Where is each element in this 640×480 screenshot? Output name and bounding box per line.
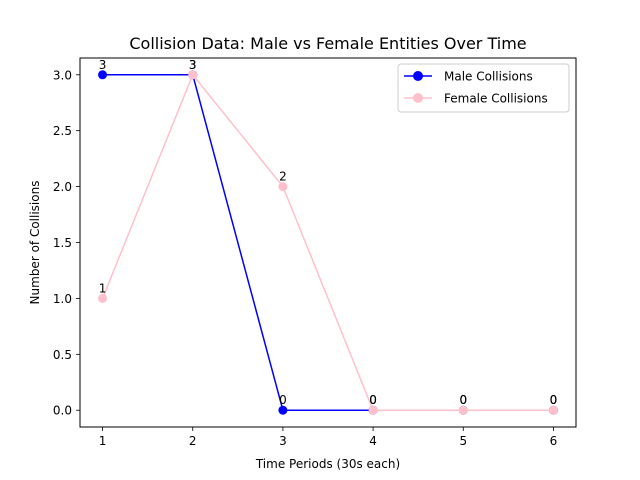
data-label-series-0: 3 [189, 58, 197, 72]
data-point-series-0 [98, 70, 108, 80]
x-tick-label: 4 [369, 434, 377, 448]
data-point-series-1 [278, 182, 288, 192]
legend-male-marker [413, 71, 423, 81]
legend-female-label: Female Collisions [444, 92, 548, 106]
data-point-series-1 [188, 70, 198, 80]
legend: Male Collisions Female Collisions [397, 63, 570, 113]
data-label-series-0: 0 [459, 393, 467, 407]
data-label-series-1: 0 [459, 393, 467, 407]
y-axis-label: Number of Collisions [28, 181, 42, 305]
series-line-1 [101, 73, 554, 411]
x-axis-label: Time Periods (30s each) [255, 457, 400, 471]
data-label-series-0: 3 [99, 58, 107, 72]
data-label-series-1: 3 [189, 58, 197, 72]
legend-box [397, 63, 570, 113]
data-label-series-0: 0 [279, 393, 287, 407]
legend-female-marker [413, 93, 423, 103]
data-label-series-0: 0 [369, 393, 377, 407]
data-point-series-1 [98, 293, 108, 303]
legend-male-label: Male Collisions [444, 70, 533, 84]
data-point-series-1 [548, 405, 558, 415]
data-label-series-0: 0 [550, 393, 558, 407]
data-point-series-1 [458, 405, 468, 415]
data-point-series-0 [278, 405, 288, 415]
y-tick-label: 1.5 [53, 236, 72, 250]
data-point-series-1 [368, 405, 378, 415]
x-tick-label: 3 [279, 434, 287, 448]
data-label-series-1: 0 [369, 393, 377, 407]
data-label-series-1: 0 [550, 393, 558, 407]
y-tick-label: 2.5 [53, 124, 72, 138]
y-tick-label: 0.5 [53, 348, 72, 362]
plot-frame [79, 57, 577, 428]
x-tick-label: 1 [99, 434, 107, 448]
data-label-series-1: 1 [99, 281, 107, 295]
y-tick-label: 3.0 [53, 68, 72, 82]
data-label-series-1: 2 [279, 170, 287, 184]
x-tick-label: 6 [550, 434, 558, 448]
chart-title: Collision Data: Male vs Female Entities … [129, 34, 526, 53]
y-tick-label: 1.0 [53, 292, 72, 306]
y-tick-label: 2.0 [53, 180, 72, 194]
x-tick-label: 5 [459, 434, 467, 448]
y-tick-label: 0.0 [53, 404, 72, 418]
x-tick-label: 2 [189, 434, 197, 448]
